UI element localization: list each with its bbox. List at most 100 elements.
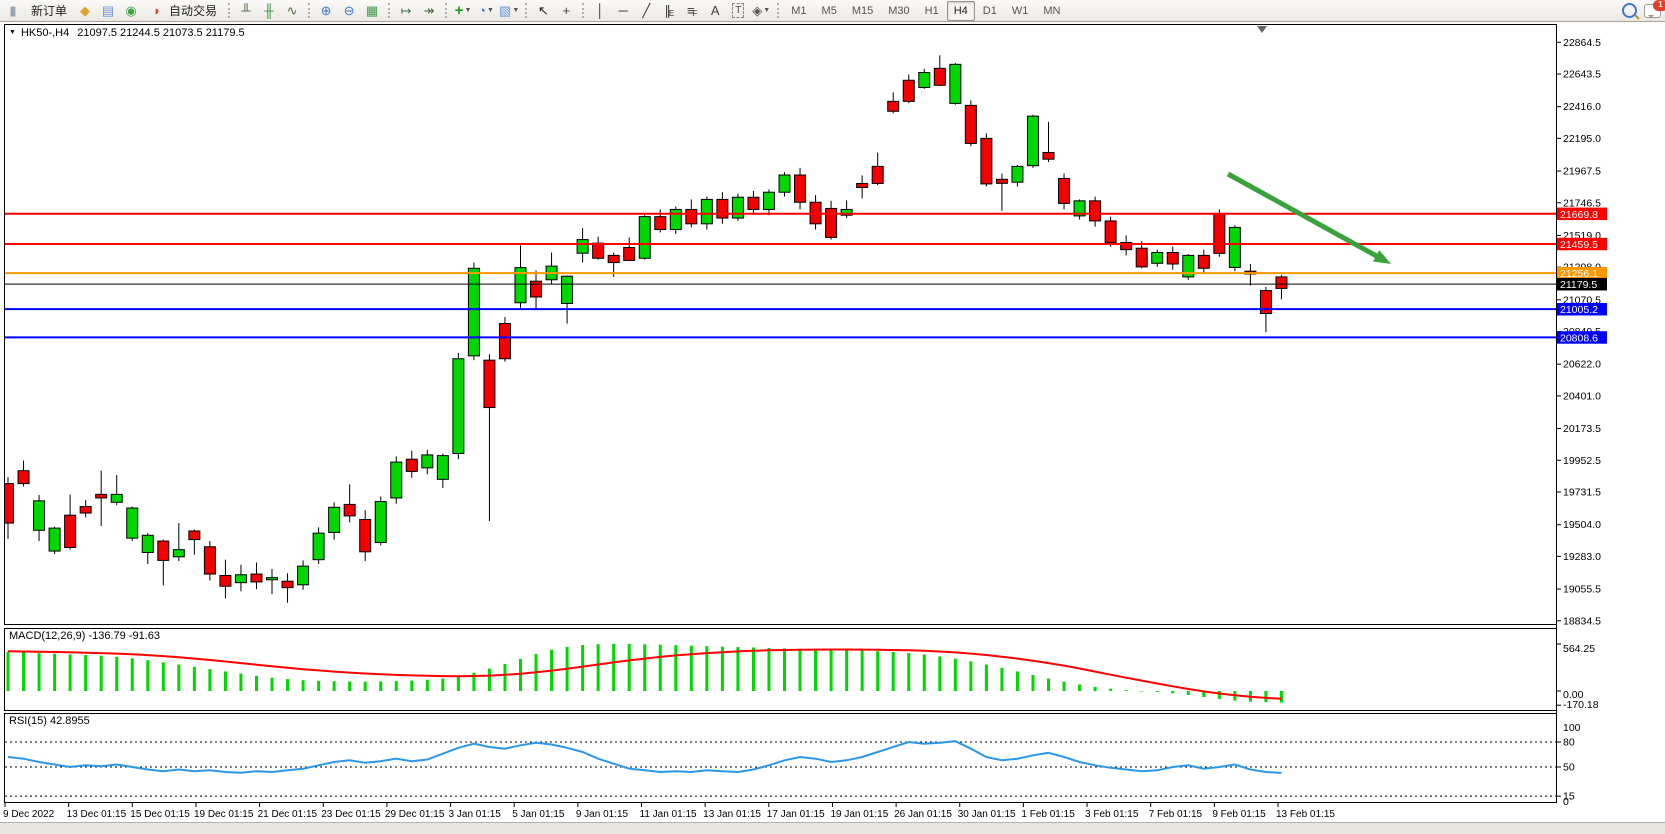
timeframe-m1-button[interactable]: M1: [791, 4, 807, 17]
window-icon[interactable]: ▮: [9, 3, 17, 18]
svg-text:80: 80: [1563, 737, 1575, 749]
auto-scroll-icon[interactable]: ↠: [423, 3, 435, 18]
chevron-down-icon: ▼: [464, 7, 472, 14]
timeframe-h4-button[interactable]: H4: [946, 0, 975, 21]
hline-tool-icon[interactable]: ─: [618, 3, 628, 18]
svg-text:9 Feb 01:15: 9 Feb 01:15: [1212, 809, 1266, 820]
svg-text:21669.8: 21669.8: [1560, 209, 1598, 221]
svg-text:17 Jan 01:15: 17 Jan 01:15: [767, 809, 825, 820]
channel-tool-icon[interactable]: ∥ E: [664, 3, 675, 18]
candles: [5, 55, 1288, 603]
svg-text:19952.5: 19952.5: [1563, 455, 1601, 467]
svg-text:3 Jan 01:15: 3 Jan 01:15: [449, 809, 502, 820]
svg-text:19283.0: 19283.0: [1563, 551, 1601, 563]
svg-text:11 Jan 01:15: 11 Jan 01:15: [640, 809, 698, 820]
svg-text:3 Feb 01:15: 3 Feb 01:15: [1085, 809, 1139, 820]
svg-text:20401.0: 20401.0: [1563, 390, 1601, 402]
trend-arrow: [1226, 171, 1391, 264]
new-order-button[interactable]: 新订单: [31, 4, 68, 18]
timeframe-m30-button[interactable]: M30: [888, 4, 910, 17]
arrows-tool-icon[interactable]: ◈ ▼: [752, 3, 771, 18]
bar-chart-type-icon[interactable]: ╨: [241, 3, 251, 18]
svg-text:50: 50: [1563, 761, 1575, 773]
svg-text:9 Dec 2022: 9 Dec 2022: [3, 809, 55, 820]
cursor-icon[interactable]: ↖: [537, 3, 549, 18]
svg-text:19504.0: 19504.0: [1563, 519, 1601, 531]
fibonacci-tool-icon[interactable]: ≡ F: [687, 3, 698, 18]
timeframe-mn-button[interactable]: MN: [1043, 4, 1061, 17]
crosshair-icon[interactable]: +: [562, 3, 571, 18]
timeframe-d1-button[interactable]: D1: [982, 4, 997, 17]
auto-trading-button-icon: ◗: [153, 3, 161, 18]
svg-text:21459.5: 21459.5: [1560, 239, 1598, 251]
svg-text:22864.5: 22864.5: [1563, 37, 1601, 49]
svg-text:18834.5: 18834.5: [1563, 615, 1601, 627]
chart-title: ▼ HK50-,H4 21097.5 21244.5 21073.5 21179.5: [9, 27, 245, 39]
svg-text:15 Dec 01:15: 15 Dec 01:15: [130, 809, 190, 820]
timeframe-h1-button[interactable]: H1: [924, 4, 939, 17]
svg-text:15: 15: [1563, 791, 1575, 803]
symbol-period-label: HK50-,H4: [20, 27, 70, 39]
chat-icon[interactable]: 1: [1641, 0, 1665, 21]
svg-text:19055.5: 19055.5: [1563, 584, 1601, 596]
svg-text:564.25: 564.25: [1563, 643, 1595, 655]
panel-frames: [0, 24, 1665, 834]
svg-text:13 Feb 01:15: 13 Feb 01:15: [1276, 809, 1335, 820]
label-tool-icon[interactable]: T: [727, 1, 749, 21]
indicators-icon[interactable]: + ▼: [454, 2, 472, 19]
svg-text:13 Jan 01:15: 13 Jan 01:15: [703, 809, 761, 820]
svg-text:22195.0: 22195.0: [1563, 133, 1601, 145]
tile-windows-icon[interactable]: ▦: [365, 3, 379, 18]
trendline-tool-icon[interactable]: ╱: [642, 3, 651, 18]
candlestick-type-icon[interactable]: ╫: [264, 3, 274, 18]
search-icon[interactable]: [1618, 1, 1640, 21]
svg-text:19 Jan 01:15: 19 Jan 01:15: [830, 809, 888, 820]
timeframe-w1-button[interactable]: W1: [1011, 4, 1029, 17]
rsi-panel: 100 80 50 150: [5, 722, 1581, 808]
toolbar: ▮ 新订单 ◆ ▤ ◉ ◗ 自动交易 ╨ ╫ ∿ ⊕ ⊖ ▦ ↦ ↠ + ▼ ◔ ▼ ▧ ▼ ↖ + │ ─ ╱ ∥ E ≡ F A T ◈ ▼ M…: [0, 0, 1665, 22]
timeframe-m5-button[interactable]: M5: [821, 4, 837, 17]
chevron-down-icon: ▼: [486, 7, 494, 14]
chevron-down-icon[interactable]: ▼: [9, 29, 16, 36]
svg-text:0: 0: [1563, 796, 1569, 808]
svg-text:13 Dec 01:15: 13 Dec 01:15: [67, 809, 127, 820]
zoom-in-icon[interactable]: ⊕: [320, 3, 332, 18]
svg-text:5 Jan 01:15: 5 Jan 01:15: [512, 809, 565, 820]
chevron-down-icon: ▼: [512, 7, 520, 14]
data-window-icon[interactable]: ▤: [101, 3, 115, 18]
svg-text:22643.5: 22643.5: [1563, 69, 1601, 81]
svg-text:21005.2: 21005.2: [1560, 304, 1598, 316]
templates-icon[interactable]: ▧ ▼: [499, 3, 520, 18]
periods-icon[interactable]: ◔ ▼: [478, 3, 494, 18]
notification-badge: 1: [1653, 0, 1665, 11]
svg-text:19731.5: 19731.5: [1563, 487, 1601, 499]
ohlc-values: 21097.5 21244.5 21073.5 21179.5: [77, 27, 245, 39]
svg-text:21179.5: 21179.5: [1560, 279, 1597, 291]
line-chart-type-icon[interactable]: ∿: [286, 3, 298, 18]
svg-text:23 Dec 01:15: 23 Dec 01:15: [321, 809, 381, 820]
svg-text:30 Jan 01:15: 30 Jan 01:15: [958, 809, 1016, 820]
svg-text:21746.5: 21746.5: [1563, 197, 1601, 209]
svg-text:21256.1: 21256.1: [1560, 268, 1598, 280]
vline-tool-icon[interactable]: │: [596, 3, 605, 18]
svg-text:22416.0: 22416.0: [1563, 101, 1601, 113]
svg-text:9 Jan 01:15: 9 Jan 01:15: [576, 809, 629, 820]
level-lines: [5, 212, 1556, 339]
auto-trading-button[interactable]: ◗ 自动交易: [143, 2, 223, 20]
text-tool-icon[interactable]: A: [710, 3, 720, 18]
market-watch-icon[interactable]: ◆: [80, 3, 91, 18]
svg-text:1 Feb 01:15: 1 Feb 01:15: [1021, 809, 1075, 820]
timeframe-m15-button[interactable]: M15: [851, 4, 874, 17]
svg-text:7 Feb 01:15: 7 Feb 01:15: [1149, 809, 1203, 820]
chart-shift-icon[interactable]: ↦: [400, 3, 412, 18]
signals-icon[interactable]: ◉: [125, 3, 137, 18]
macd-panel: 564.25 0.00-170.18: [6, 643, 1599, 711]
svg-text:-170.18: -170.18: [1563, 699, 1599, 711]
rsi-indicator-label: RSI(15) 42.8955: [9, 715, 90, 727]
zoom-out-icon[interactable]: ⊖: [343, 3, 355, 18]
svg-text:21967.5: 21967.5: [1563, 166, 1601, 178]
svg-text:29 Dec 01:15: 29 Dec 01:15: [385, 809, 445, 820]
svg-text:19 Dec 01:15: 19 Dec 01:15: [194, 809, 254, 820]
